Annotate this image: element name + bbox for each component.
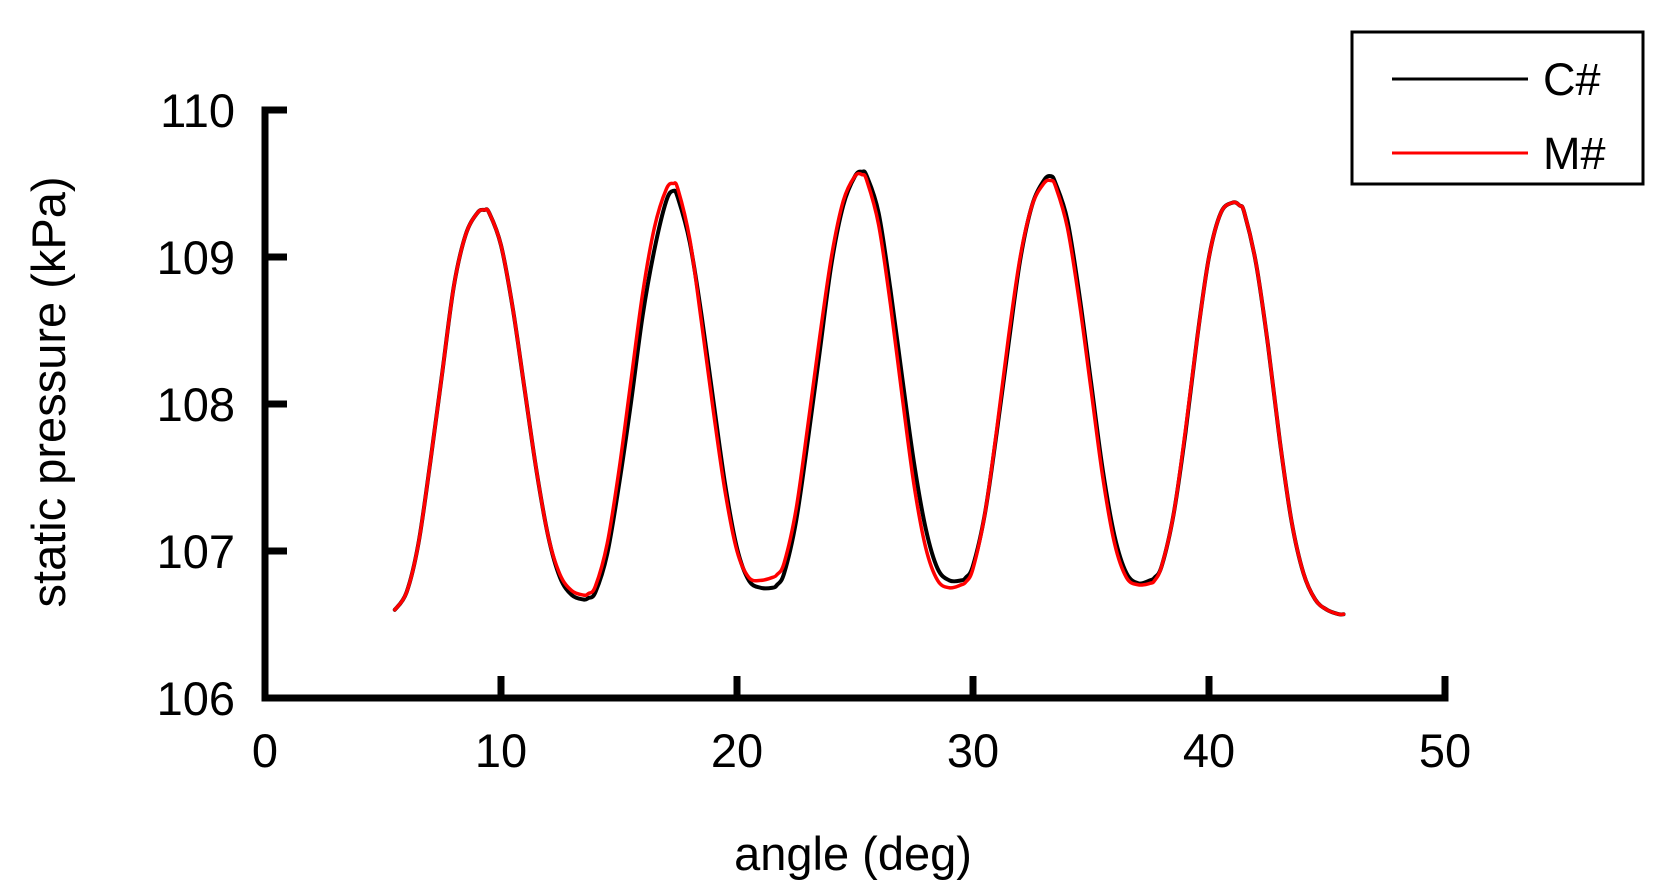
x-tick-label: 10 [475, 724, 527, 777]
series-line-c [392, 169, 1346, 617]
x-tick-label: 50 [1419, 724, 1471, 777]
series-line-m [393, 171, 1346, 617]
x-axis-title: angle (deg) [734, 827, 972, 880]
legend-box [1350, 30, 1645, 186]
axes [261, 106, 1449, 702]
x-tick-label: 40 [1183, 724, 1235, 777]
tick-labels: 0 10 20 30 40 50 106 107 108 109 110 [157, 84, 1472, 777]
y-tick-label: 110 [160, 84, 235, 137]
legend-label-m: M# [1543, 128, 1606, 179]
legend: C# M# [1350, 30, 1645, 186]
y-tick-label: 107 [157, 525, 235, 578]
y-tick-label: 108 [157, 378, 235, 431]
y-axis-title: static pressure (kPa) [22, 177, 75, 608]
series-layer [392, 169, 1346, 617]
legend-label-c: C# [1543, 54, 1601, 105]
x-tick-label: 20 [711, 724, 763, 777]
y-tick-label: 109 [157, 231, 235, 284]
x-tick-label: 30 [947, 724, 999, 777]
y-tick-label: 106 [157, 672, 235, 725]
x-tick-label: 0 [252, 724, 278, 777]
